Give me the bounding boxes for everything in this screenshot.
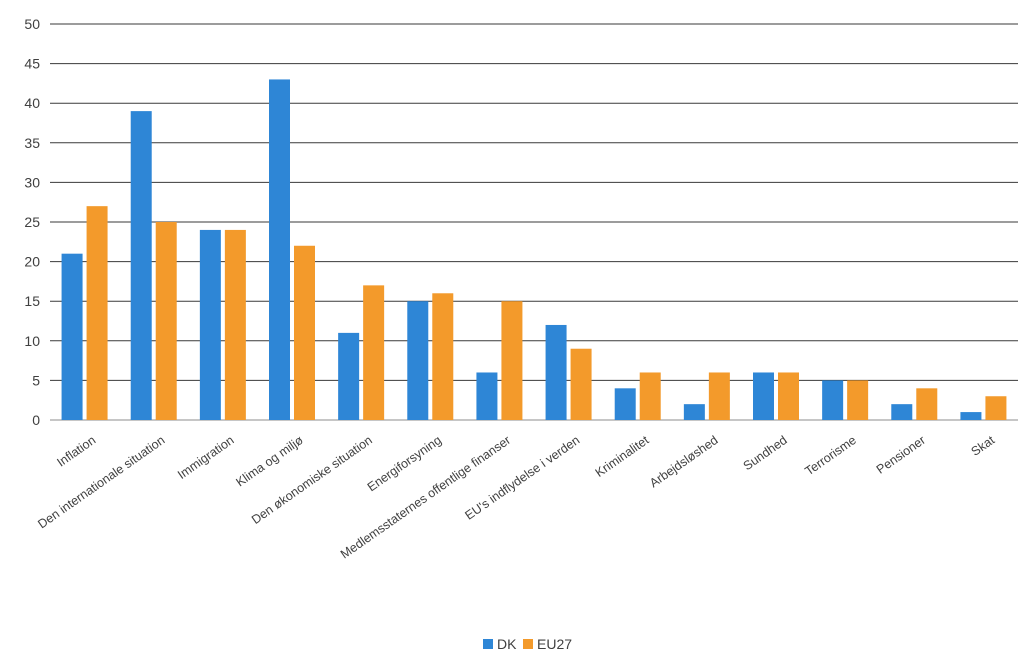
bar-dk-5	[407, 301, 429, 420]
bar-dk-3	[269, 79, 290, 420]
x-tick-label: Terrorisme	[802, 433, 858, 478]
bar-eu27-1	[155, 222, 177, 420]
y-tick-label: 0	[32, 412, 40, 428]
bar-eu27-6	[501, 301, 523, 420]
bar-dk-0	[61, 253, 83, 420]
bar-dk-13	[960, 412, 982, 420]
x-tick-label: Den internationale situation	[35, 433, 167, 531]
bar-dk-12	[891, 404, 913, 420]
y-tick-label: 5	[32, 372, 40, 388]
bar-dk-6	[476, 372, 498, 420]
y-tick-label: 45	[24, 56, 40, 72]
y-tick-label: 35	[24, 135, 40, 151]
x-tick-label: Kriminalitet	[593, 433, 652, 480]
bar-eu27-2	[224, 229, 246, 420]
bar-eu27-8	[639, 372, 661, 420]
x-tick-label: Klima og miljø	[233, 433, 306, 490]
bar-dk-1	[130, 111, 152, 421]
bar-eu27-4	[363, 285, 385, 420]
bar-eu27-13	[985, 396, 1007, 420]
y-tick-label: 50	[24, 16, 40, 32]
x-tick-label: Den økonomiske situation	[249, 433, 375, 527]
bar-dk-7	[545, 324, 567, 420]
bar-eu27-9	[708, 372, 730, 420]
x-tick-label: Sundhed	[741, 433, 790, 473]
bars	[61, 79, 1007, 421]
x-tick-label: EU's indflydelse i verden	[462, 433, 582, 523]
bar-eu27-5	[432, 293, 454, 420]
y-axis-ticks: 0 5 10 15 20 25 30 35 40 45 50	[24, 16, 40, 428]
gridlines	[50, 23, 1018, 421]
legend: DK EU27	[483, 636, 572, 652]
bar-eu27-7	[570, 348, 592, 420]
y-tick-label: 25	[24, 214, 40, 230]
bar-eu27-12	[916, 388, 938, 420]
bar-dk-11	[822, 380, 844, 420]
bar-dk-9	[683, 404, 705, 420]
x-tick-label: Immigration	[175, 433, 237, 482]
legend-label-eu27: EU27	[537, 636, 572, 652]
y-tick-label: 20	[24, 254, 40, 270]
x-tick-label: Arbejdsløshed	[647, 433, 721, 490]
bar-eu27-10	[778, 372, 799, 420]
bar-eu27-0	[86, 206, 108, 420]
bar-dk-8	[614, 388, 636, 420]
y-tick-label: 15	[24, 293, 40, 309]
legend-label-dk: DK	[497, 636, 517, 652]
y-tick-label: 30	[24, 174, 40, 190]
legend-swatch-eu27	[523, 639, 533, 649]
y-tick-label: 10	[24, 333, 40, 349]
bar-dk-4	[338, 332, 360, 420]
bar-eu27-11	[847, 380, 869, 420]
bar-eu27-3	[294, 245, 315, 420]
x-tick-label: Skat	[969, 433, 998, 459]
x-tick-label: Inflation	[54, 433, 98, 470]
x-tick-label: Pensioner	[874, 433, 928, 477]
bar-dk-10	[753, 372, 774, 420]
legend-swatch-dk	[483, 639, 493, 649]
y-tick-label: 40	[24, 95, 40, 111]
bar-dk-2	[199, 229, 221, 420]
